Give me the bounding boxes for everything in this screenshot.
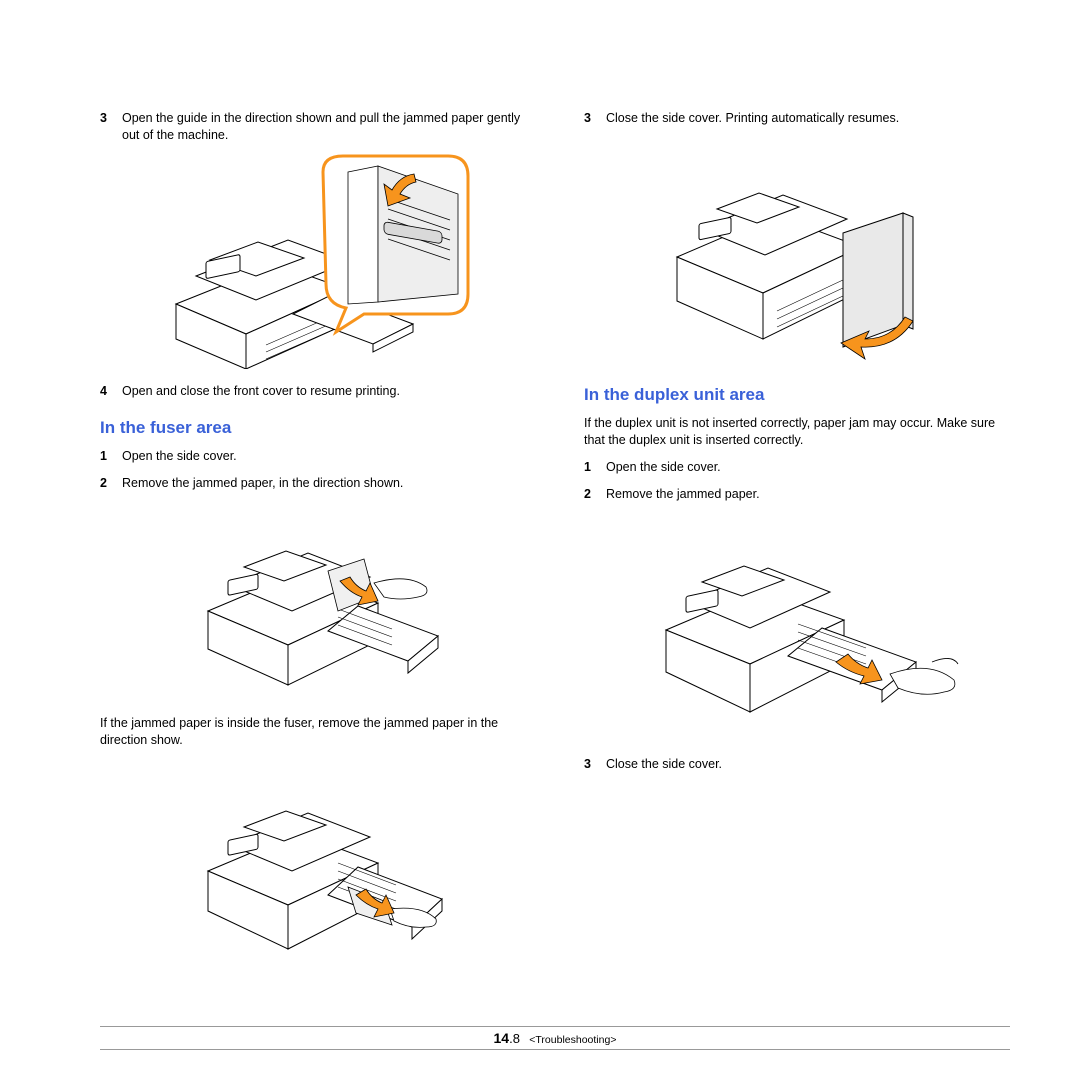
- step-number: 3: [584, 756, 606, 773]
- heading-duplex: In the duplex unit area: [584, 385, 1010, 405]
- figure-duplex-remove: [584, 512, 1010, 742]
- step-text: Open the side cover.: [606, 459, 1010, 476]
- step-text: Close the side cover. Printing automatic…: [606, 110, 1010, 127]
- fuser-step-2: 2 Remove the jammed paper, in the direct…: [100, 475, 526, 492]
- page-number-major: 14: [494, 1030, 510, 1046]
- step-number: 4: [100, 383, 122, 400]
- figure-close-cover: [584, 137, 1010, 367]
- manual-page: 3 Open the guide in the direction shown …: [0, 0, 1080, 1080]
- step-text: Open and close the front cover to resume…: [122, 383, 526, 400]
- step-number: 3: [100, 110, 122, 144]
- chapter-label: <Troubleshooting>: [529, 1034, 616, 1046]
- printer-guide-illustration: [148, 154, 478, 369]
- step-text: Open the guide in the direction shown an…: [122, 110, 526, 144]
- figure-guide-pull: [100, 154, 526, 369]
- figure-fuser-inside: [100, 759, 526, 969]
- duplex-intro: If the duplex unit is not inserted corre…: [584, 415, 1010, 449]
- duplex-step-2: 2 Remove the jammed paper.: [584, 486, 1010, 503]
- fuser-step-1: 1 Open the side cover.: [100, 448, 526, 465]
- two-column-layout: 3 Open the guide in the direction shown …: [100, 110, 1010, 983]
- printer-close-cover-illustration: [647, 137, 947, 367]
- step-3: 3 Open the guide in the direction shown …: [100, 110, 526, 144]
- page-number-minor: .8: [509, 1031, 520, 1046]
- heading-fuser: In the fuser area: [100, 418, 526, 438]
- right-column: 3 Close the side cover. Printing automat…: [584, 110, 1010, 983]
- step-text: Remove the jammed paper.: [606, 486, 1010, 503]
- page-footer: 14.8 <Troubleshooting>: [100, 1026, 1010, 1050]
- step-text: Open the side cover.: [122, 448, 526, 465]
- step-number: 1: [100, 448, 122, 465]
- right-step-3: 3 Close the side cover. Printing automat…: [584, 110, 1010, 127]
- fuser-paragraph: If the jammed paper is inside the fuser,…: [100, 715, 526, 749]
- duplex-step-1: 1 Open the side cover.: [584, 459, 1010, 476]
- step-4: 4 Open and close the front cover to resu…: [100, 383, 526, 400]
- duplex-step-3: 3 Close the side cover.: [584, 756, 1010, 773]
- printer-fuser-inside-illustration: [178, 759, 448, 969]
- step-number: 1: [584, 459, 606, 476]
- step-text: Remove the jammed paper, in the directio…: [122, 475, 526, 492]
- step-text: Close the side cover.: [606, 756, 1010, 773]
- left-column: 3 Open the guide in the direction shown …: [100, 110, 526, 983]
- step-number: 2: [100, 475, 122, 492]
- printer-duplex-illustration: [632, 512, 962, 742]
- printer-fuser-illustration: [178, 501, 448, 701]
- figure-fuser-remove: [100, 501, 526, 701]
- step-number: 3: [584, 110, 606, 127]
- step-number: 2: [584, 486, 606, 503]
